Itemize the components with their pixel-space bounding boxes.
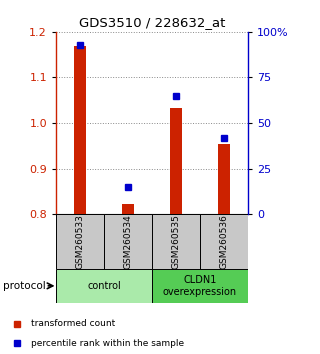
Text: GSM260533: GSM260533 [76,214,84,269]
Bar [56,214,104,269]
Title: GDS3510 / 228632_at: GDS3510 / 228632_at [79,16,225,29]
Bar [74,46,86,214]
Text: protocol: protocol [3,281,46,291]
Text: GSM260536: GSM260536 [220,214,228,269]
Bar [152,214,200,269]
Bar [170,108,182,214]
Text: GSM260534: GSM260534 [124,214,132,269]
Text: GSM260535: GSM260535 [172,214,180,269]
Text: percentile rank within the sample: percentile rank within the sample [31,339,184,348]
Bar [56,269,152,303]
Bar [152,269,248,303]
Bar [200,214,248,269]
Text: CLDN1
overexpression: CLDN1 overexpression [163,275,237,297]
Bar [104,214,152,269]
Bar [122,204,134,214]
Bar [218,143,230,214]
Text: transformed count: transformed count [31,319,115,329]
Text: control: control [87,281,121,291]
